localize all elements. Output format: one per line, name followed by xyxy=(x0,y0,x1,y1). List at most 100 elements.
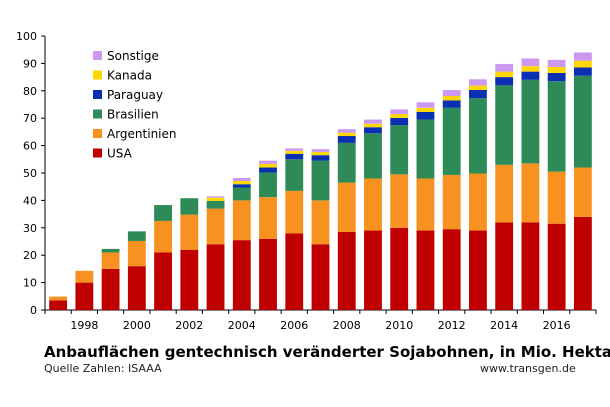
bar-segment-brasilien-2010 xyxy=(390,125,409,175)
bar-segment-brasilien-2001 xyxy=(154,205,172,221)
bar-segment-argentinien-2002 xyxy=(180,214,199,250)
chart-website: www.transgen.de xyxy=(480,362,576,375)
bar-series-group xyxy=(49,52,592,310)
bar-segment-paraguay-2013 xyxy=(469,89,487,99)
x-tick-label: 2000 xyxy=(123,319,151,332)
bar-segment-usa-2013 xyxy=(469,230,487,310)
legend-swatch-sonstige xyxy=(93,51,102,60)
bar-segment-brasilien-2017 xyxy=(573,75,592,168)
bar-segment-usa-2014 xyxy=(495,222,514,310)
x-tick-label: 2016 xyxy=(543,319,571,332)
bar-segment-brasilien-2005 xyxy=(259,172,277,198)
legend-label-sonstige: Sonstige xyxy=(107,49,159,63)
bar-segment-argentinien-2004 xyxy=(232,200,251,241)
bar-segment-kanada-2007 xyxy=(311,151,330,156)
bar-segment-paraguay-2006 xyxy=(285,153,304,160)
bar-segment-paraguay-2012 xyxy=(442,100,461,108)
y-tick-label: 90 xyxy=(23,57,37,70)
bar-segment-kanada-2015 xyxy=(521,66,540,72)
legend-label-usa: USA xyxy=(107,147,133,161)
bar-segment-brasilien-2006 xyxy=(285,159,304,191)
bar-segment-kanada-2004 xyxy=(232,180,251,185)
bar-segment-usa-2003 xyxy=(206,244,225,310)
y-axis: 0 10 20 30 40 50 60 70 80 90 100 xyxy=(16,30,46,317)
bar-segment-sonstige-2005 xyxy=(259,160,277,164)
bar-segment-argentinien-2016 xyxy=(547,171,566,224)
y-tick-label: 0 xyxy=(30,304,37,317)
bar-segment-sonstige-2008 xyxy=(337,129,356,133)
bar-segment-paraguay-2014 xyxy=(495,77,514,86)
bar-segment-kanada-2008 xyxy=(337,132,356,137)
bar-segment-usa-2009 xyxy=(364,230,382,310)
bar-segment-brasilien-2014 xyxy=(495,85,514,165)
y-tick-label: 30 xyxy=(23,222,37,235)
bar-segment-brasilien-2007 xyxy=(311,160,330,201)
y-tick-label: 60 xyxy=(23,140,37,153)
bar-segment-sonstige-2013 xyxy=(469,79,487,86)
legend: Sonstige Kanada Paraguay Brasilien Argentini… xyxy=(93,49,177,161)
bar-segment-usa-2011 xyxy=(416,230,435,310)
bar-segment-sonstige-2011 xyxy=(416,102,435,108)
y-tick-label: 70 xyxy=(23,112,37,125)
bar-segment-kanada-2017 xyxy=(573,60,592,68)
y-tick-label: 20 xyxy=(23,249,37,262)
bar-segment-usa-2001 xyxy=(154,252,172,310)
bar-segment-argentinien-2003 xyxy=(206,208,225,245)
bar-segment-usa-2015 xyxy=(521,222,540,310)
bar-segment-brasilien-2002 xyxy=(180,198,199,215)
bar-segment-paraguay-2004 xyxy=(232,184,251,188)
bar-segment-paraguay-2011 xyxy=(416,111,435,120)
bar-segment-paraguay-2016 xyxy=(547,72,566,82)
bar-segment-argentinien-2009 xyxy=(364,178,382,231)
bar-segment-argentinien-2014 xyxy=(495,164,514,223)
x-axis: 1998 2000 2002 2004 2006 2008 2010 2012 2014 2016 xyxy=(44,309,597,332)
bar-segment-argentinien-2013 xyxy=(469,173,487,231)
bar-segment-sonstige-2012 xyxy=(442,89,461,97)
legend-label-argentinien: Argentinien xyxy=(107,127,177,141)
bar-segment-argentinien-2015 xyxy=(521,163,540,223)
bar-segment-sonstige-2007 xyxy=(311,149,330,152)
bar-segment-argentinien-2012 xyxy=(442,174,461,230)
bar-segment-brasilien-2012 xyxy=(442,107,461,175)
bar-segment-argentinien-2001 xyxy=(154,220,172,253)
bar-segment-usa-1998 xyxy=(75,282,94,310)
bar-segment-kanada-2013 xyxy=(469,85,487,90)
bar-segment-brasilien-2015 xyxy=(521,79,540,164)
y-tick-label: 80 xyxy=(23,85,37,98)
bar-segment-argentinien-1998 xyxy=(75,270,94,283)
legend-swatch-kanada xyxy=(93,70,102,80)
bar-segment-usa-2010 xyxy=(390,227,409,310)
bar-segment-sonstige-2015 xyxy=(521,58,540,67)
legend-swatch-paraguay xyxy=(93,90,102,99)
bar-segment-kanada-2010 xyxy=(390,114,409,118)
x-tick-label: 2006 xyxy=(280,319,308,332)
x-tick-label: 2012 xyxy=(438,319,466,332)
bar-segment-paraguay-2005 xyxy=(259,167,277,173)
bar-segment-usa-2016 xyxy=(547,223,566,310)
bar-segment-usa-2005 xyxy=(259,238,277,310)
bar-segment-argentinien-2011 xyxy=(416,178,435,231)
bar-segment-kanada-2005 xyxy=(259,163,277,168)
legend-swatch-argentinien xyxy=(93,129,102,138)
bar-segment-argentinien-2017 xyxy=(573,167,592,217)
bar-segment-paraguay-2017 xyxy=(573,67,592,76)
bar-segment-usa-2012 xyxy=(442,229,461,310)
bar-segment-brasilien-2003 xyxy=(206,200,225,209)
bar-segment-kanada-2003 xyxy=(206,197,225,201)
bar-segment-paraguay-2015 xyxy=(521,71,540,80)
bar-segment-sonstige-2004 xyxy=(232,177,251,181)
bar-segment-usa-2006 xyxy=(285,233,304,310)
bar-segment-argentinien-2010 xyxy=(390,174,409,228)
bar-segment-kanada-2006 xyxy=(285,150,304,154)
legend-label-brasilien: Brasilien xyxy=(107,108,159,122)
bar-segment-usa-1997 xyxy=(49,300,68,310)
y-tick-label: 40 xyxy=(23,194,37,207)
bar-segment-kanada-2014 xyxy=(495,71,514,78)
bar-segment-usa-2000 xyxy=(127,266,146,310)
chart-source: Quelle Zahlen: ISAAA xyxy=(44,362,162,375)
chart-title: Anbauflächen gentechnisch veränderter So… xyxy=(44,343,610,361)
bar-segment-argentinien-2006 xyxy=(285,190,304,234)
bar-segment-kanada-2011 xyxy=(416,107,435,112)
bar-segment-brasilien-2016 xyxy=(547,81,566,172)
